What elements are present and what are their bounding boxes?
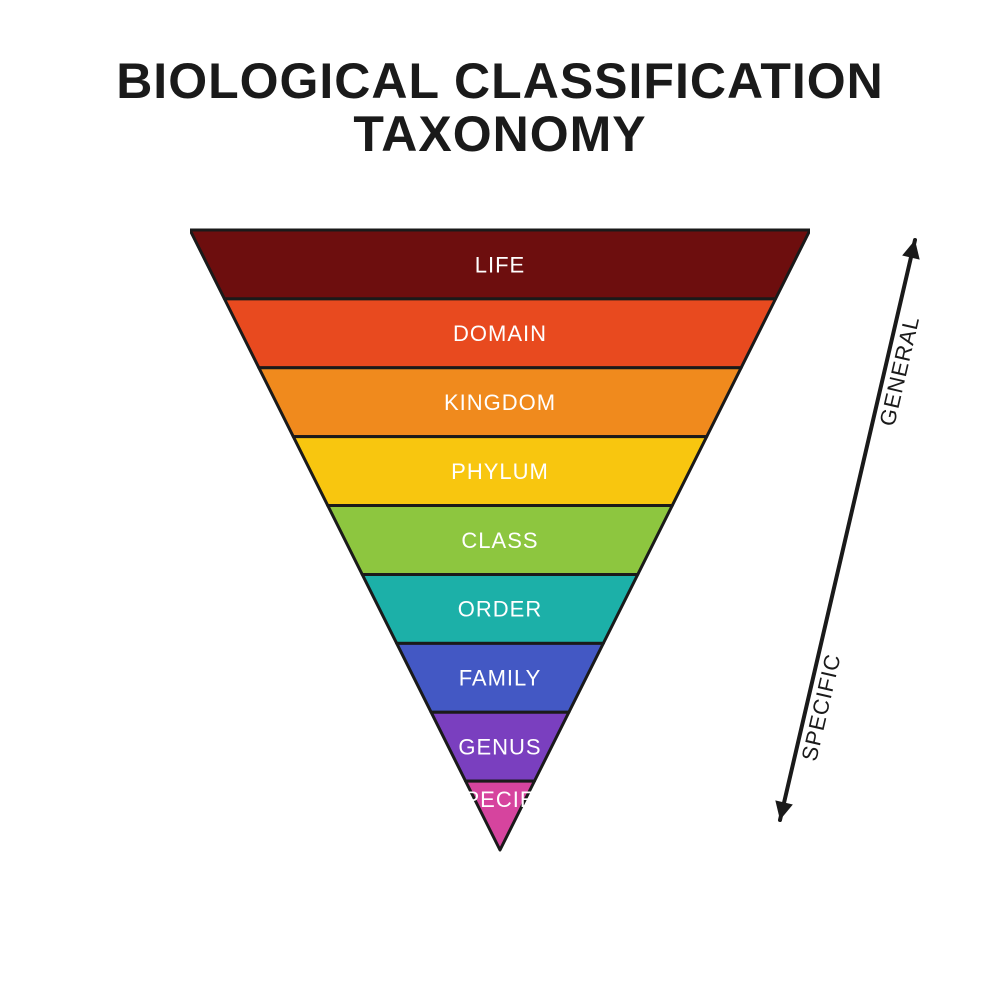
arrowhead-icon: [902, 240, 920, 260]
arrowhead-icon: [775, 800, 793, 820]
pyramid-level-label: FAMILY: [459, 666, 542, 691]
general-specific-axis: GENERAL SPECIFIC: [760, 200, 980, 880]
pyramid-level-label: GENUS: [458, 734, 541, 759]
pyramid-level-label: KINGDOM: [444, 390, 556, 415]
pyramid-level-label: LIFE: [475, 252, 525, 277]
pyramid-level-label: DOMAIN: [453, 321, 547, 346]
pyramid-level-label: PHYLUM: [451, 459, 549, 484]
axis-line: [780, 240, 915, 820]
axis-label: SPECIFIC: [797, 651, 846, 763]
diagram-title: BIOLOGICAL CLASSIFICATION TAXONOMY: [0, 55, 1000, 160]
title-line-2: TAXONOMY: [353, 106, 646, 162]
taxonomy-pyramid: LIFE DOMAIN KINGDOM PHYLUM CLASS ORDER FAMILY G…: [190, 220, 810, 860]
pyramid-level-label: ORDER: [458, 597, 542, 622]
pyramid-level-label: SPECIES: [449, 787, 551, 812]
axis-label: GENERAL: [875, 313, 925, 428]
title-line-1: BIOLOGICAL CLASSIFICATION: [116, 53, 884, 109]
pyramid-level-label: CLASS: [461, 528, 538, 553]
